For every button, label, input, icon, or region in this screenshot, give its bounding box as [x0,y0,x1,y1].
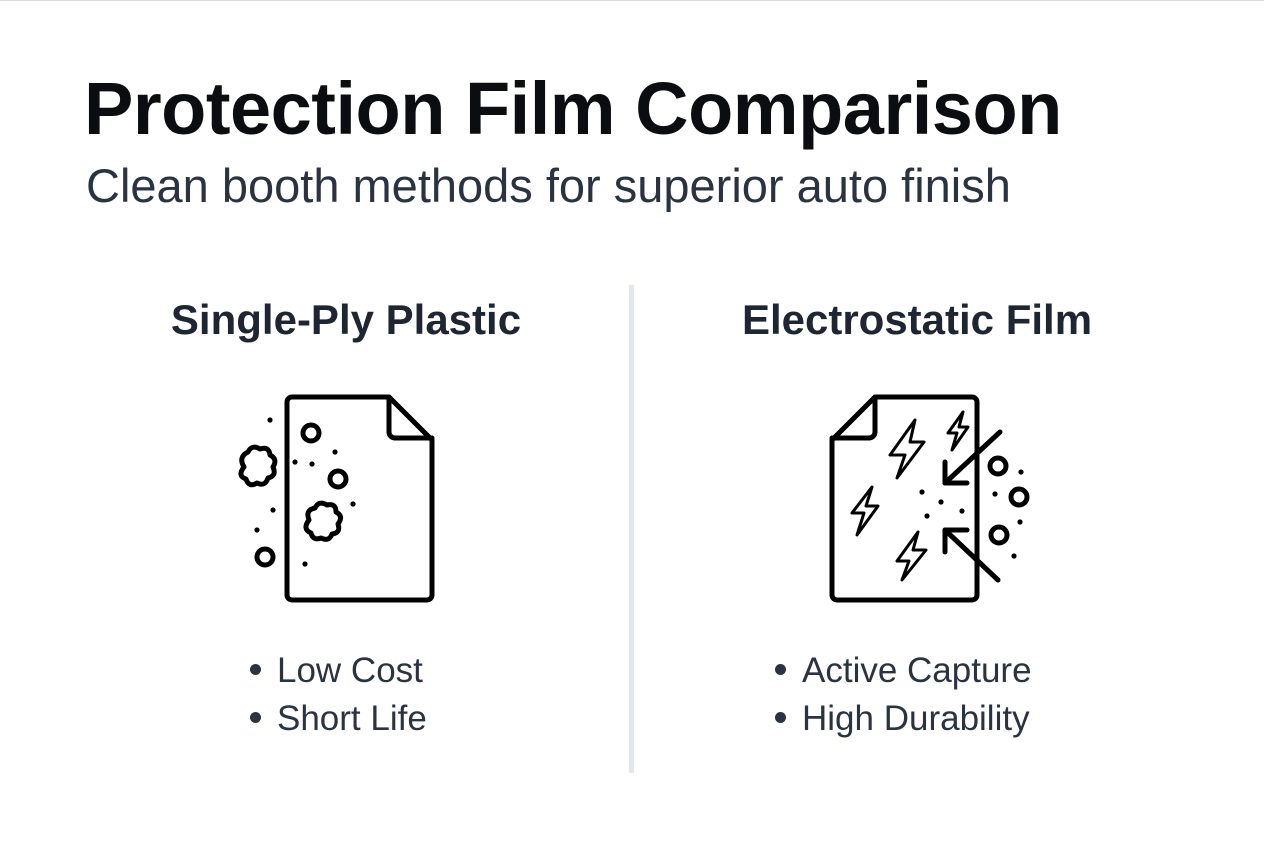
column-heading: Single-Ply Plastic [170,296,522,343]
column-electrostatic: Electrostatic Film [637,296,1197,344]
feature-item: Low Cost [250,647,427,695]
feature-item: Short Life [250,695,427,743]
column-divider [629,285,634,773]
column-heading: Electrostatic Film [741,296,1093,343]
page-subtitle: Clean booth methods for superior auto fi… [86,159,1011,212]
document-with-static-charge-icon [829,394,1030,603]
document-with-dust-icon [238,394,435,603]
single-ply-features: Low Cost Short Life [250,647,427,743]
feature-item: High Durability [775,695,1032,743]
top-border [0,0,1264,1]
feature-item: Active Capture [775,647,1032,695]
page-title: Protection Film Comparison [84,67,1062,150]
electrostatic-features: Active Capture High Durability [775,647,1032,743]
column-single-ply: Single-Ply Plastic [66,296,626,344]
